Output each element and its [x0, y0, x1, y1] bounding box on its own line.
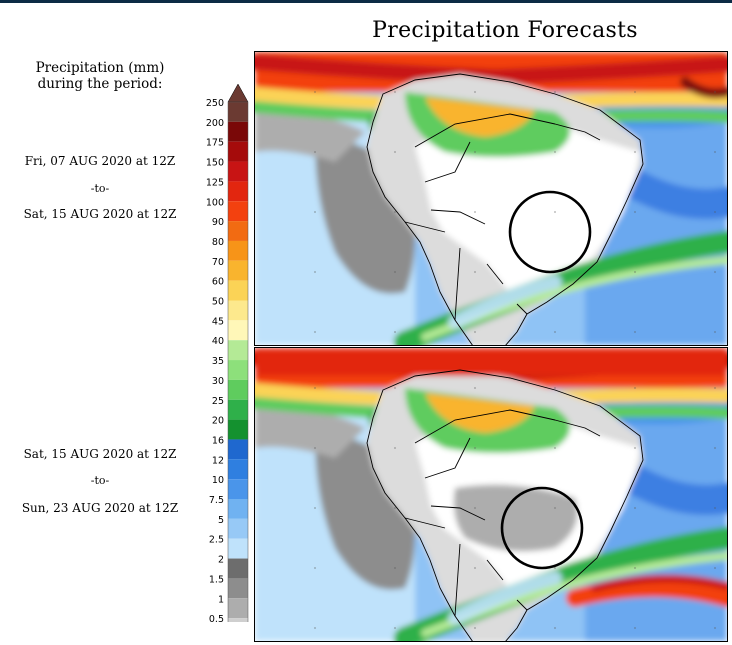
legend-swatch-2: [228, 141, 248, 162]
legend-header-line1: Precipitation (mm): [35, 60, 165, 76]
period1-sep: -to-: [90, 182, 110, 195]
legend-arrow-up: [227, 83, 249, 103]
top-bar: [0, 0, 732, 3]
legend-swatch-15: [228, 399, 248, 420]
legend-label-5: 100: [206, 197, 224, 208]
legend-header: Precipitation (mm) during the period:: [0, 60, 200, 92]
legend-swatch-18: [228, 459, 248, 480]
legend-label-0: 250: [206, 98, 224, 109]
period2-sep: -to-: [90, 474, 110, 487]
legend-swatch-17: [228, 439, 248, 460]
legend-swatch-16: [228, 419, 248, 440]
legend-label-21: 5: [218, 515, 224, 526]
highlight-circle: [500, 486, 584, 570]
legend-label-19: 10: [212, 475, 224, 486]
legend-label-26: 0.5: [209, 614, 224, 622]
legend-swatch-11: [228, 320, 248, 341]
legend-label-8: 70: [212, 257, 224, 268]
color-legend: 2502001751501251009080706050454035302520…: [206, 83, 249, 622]
legend-swatch-24: [228, 578, 248, 599]
legend-swatch-21: [228, 518, 248, 539]
legend-label-20: 7.5: [209, 495, 224, 506]
highlight-circle: [508, 190, 592, 274]
period1-start: Fri, 07 AUG 2020 at 12Z: [24, 154, 176, 168]
legend-label-16: 20: [212, 416, 224, 427]
legend-label-25: 1: [218, 594, 224, 605]
legend-label-1: 200: [206, 118, 224, 129]
legend-swatch-26: [228, 618, 248, 622]
legend-label-12: 40: [212, 336, 224, 347]
legend-swatch-7: [228, 240, 248, 261]
legend-label-9: 60: [212, 277, 224, 288]
legend-label-15: 25: [212, 396, 224, 407]
legend-swatch-19: [228, 479, 248, 499]
legend-label-18: 12: [212, 455, 224, 466]
legend-label-7: 80: [212, 237, 224, 248]
legend-label-6: 90: [212, 217, 224, 228]
legend-swatch-12: [228, 340, 248, 361]
legend-swatch-13: [228, 360, 248, 380]
legend-swatch-23: [228, 558, 248, 579]
legend-swatch-8: [228, 260, 248, 281]
legend-swatch-14: [228, 379, 248, 400]
legend-swatch-25: [228, 598, 248, 619]
page-title: Precipitation Forecasts: [372, 18, 638, 43]
legend-label-10: 50: [212, 297, 224, 308]
legend-label-22: 2.5: [209, 535, 224, 546]
forecast-map-period2: [254, 347, 728, 642]
period1-end: Sat, 15 AUG 2020 at 12Z: [23, 207, 177, 221]
legend-label-17: 16: [212, 435, 224, 446]
legend-label-2: 175: [206, 138, 224, 149]
legend-label-23: 2: [218, 555, 224, 566]
legend-header-line2: during the period:: [37, 76, 163, 92]
legend-label-24: 1.5: [209, 574, 224, 585]
legend-swatch-10: [228, 300, 248, 321]
legend-label-4: 125: [206, 177, 224, 188]
legend-label-11: 45: [212, 316, 224, 327]
forecast-map-period1: [254, 51, 728, 346]
legend-swatch-0: [228, 102, 248, 122]
legend-label-3: 150: [206, 158, 224, 169]
legend-swatch-22: [228, 538, 248, 559]
legend-swatch-5: [228, 201, 248, 222]
legend-swatch-1: [228, 121, 248, 142]
legend-swatch-20: [228, 499, 248, 519]
legend-swatch-9: [228, 280, 248, 301]
legend-label-14: 30: [212, 376, 224, 387]
legend-swatch-3: [228, 161, 248, 182]
legend-swatch-6: [228, 221, 248, 241]
period2-end: Sun, 23 AUG 2020 at 12Z: [21, 501, 179, 515]
period2-start: Sat, 15 AUG 2020 at 12Z: [23, 447, 177, 461]
legend-label-13: 35: [212, 356, 224, 367]
legend-swatch-4: [228, 181, 248, 202]
